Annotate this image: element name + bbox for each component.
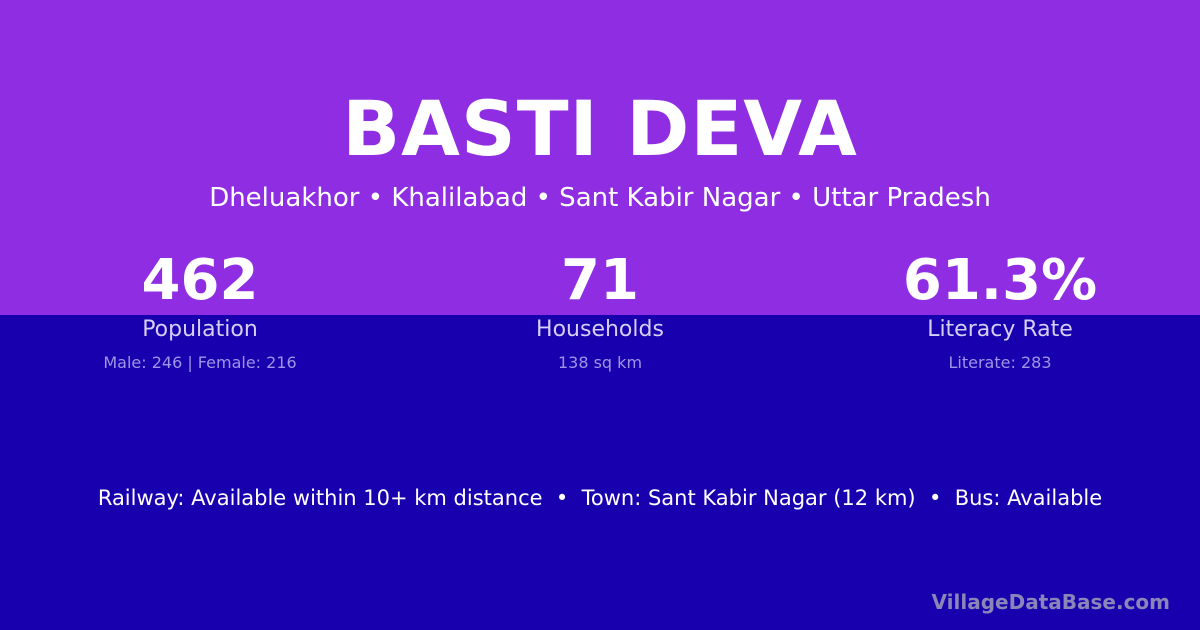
stat-label: Population: [142, 317, 258, 342]
brand-logo: VillageDataBase.com: [931, 590, 1170, 614]
stat-detail: Male: 246 | Female: 216: [103, 353, 297, 372]
stat-value: 61.3%: [902, 248, 1098, 313]
stat-detail: Literate: 283: [948, 353, 1052, 372]
stat-detail: 138 sq km: [557, 353, 643, 372]
amenities-info: Railway: Available within 10+ km distanc…: [97, 486, 1103, 510]
stat-label: Literacy Rate: [927, 317, 1073, 342]
stat-value: 71: [561, 248, 639, 313]
stat-literacy: 61.3% Literacy Rate Literate: 283: [800, 248, 1200, 373]
stat-households: 71 Households 138 sq km: [400, 248, 800, 373]
village-title: BASTI DEVA: [342, 84, 858, 173]
stat-label: Households: [536, 317, 664, 342]
header-band: [0, 0, 1200, 315]
location-breadcrumb: Dheluakhor • Khalilabad • Sant Kabir Nag…: [209, 183, 991, 213]
stat-population: 462 Population Male: 246 | Female: 216: [0, 248, 400, 373]
stat-value: 462: [141, 248, 259, 313]
